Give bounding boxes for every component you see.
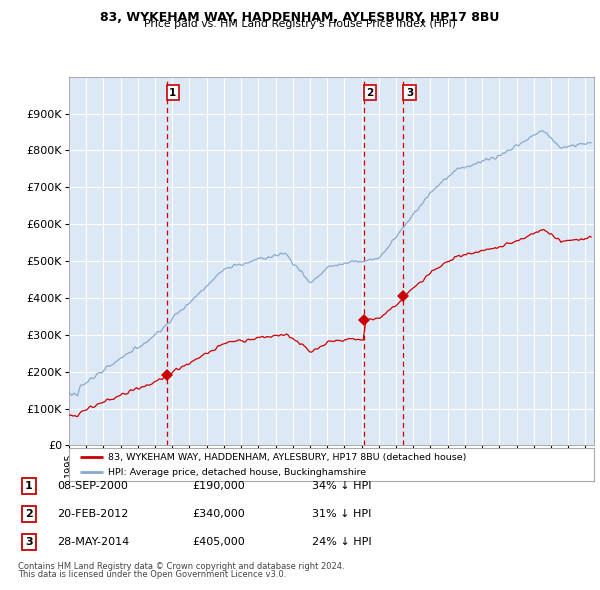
- Text: Contains HM Land Registry data © Crown copyright and database right 2024.: Contains HM Land Registry data © Crown c…: [18, 562, 344, 571]
- Text: 83, WYKEHAM WAY, HADDENHAM, AYLESBURY, HP17 8BU: 83, WYKEHAM WAY, HADDENHAM, AYLESBURY, H…: [100, 11, 500, 24]
- Text: 28-MAY-2014: 28-MAY-2014: [57, 537, 129, 546]
- Text: Price paid vs. HM Land Registry's House Price Index (HPI): Price paid vs. HM Land Registry's House …: [144, 19, 456, 30]
- Text: 3: 3: [25, 537, 32, 546]
- Text: £405,000: £405,000: [192, 537, 245, 546]
- Text: 1: 1: [169, 88, 176, 98]
- Text: 1: 1: [25, 481, 32, 491]
- Text: 2: 2: [367, 88, 374, 98]
- Text: £340,000: £340,000: [192, 509, 245, 519]
- Text: 20-FEB-2012: 20-FEB-2012: [57, 509, 128, 519]
- Text: £190,000: £190,000: [192, 481, 245, 491]
- Text: 31% ↓ HPI: 31% ↓ HPI: [312, 509, 371, 519]
- Text: 08-SEP-2000: 08-SEP-2000: [57, 481, 128, 491]
- Text: HPI: Average price, detached house, Buckinghamshire: HPI: Average price, detached house, Buck…: [109, 468, 367, 477]
- Text: 83, WYKEHAM WAY, HADDENHAM, AYLESBURY, HP17 8BU (detached house): 83, WYKEHAM WAY, HADDENHAM, AYLESBURY, H…: [109, 453, 467, 461]
- Text: This data is licensed under the Open Government Licence v3.0.: This data is licensed under the Open Gov…: [18, 570, 286, 579]
- Text: 34% ↓ HPI: 34% ↓ HPI: [312, 481, 371, 491]
- Text: 3: 3: [406, 88, 413, 98]
- Text: 24% ↓ HPI: 24% ↓ HPI: [312, 537, 371, 546]
- Text: 2: 2: [25, 509, 32, 519]
